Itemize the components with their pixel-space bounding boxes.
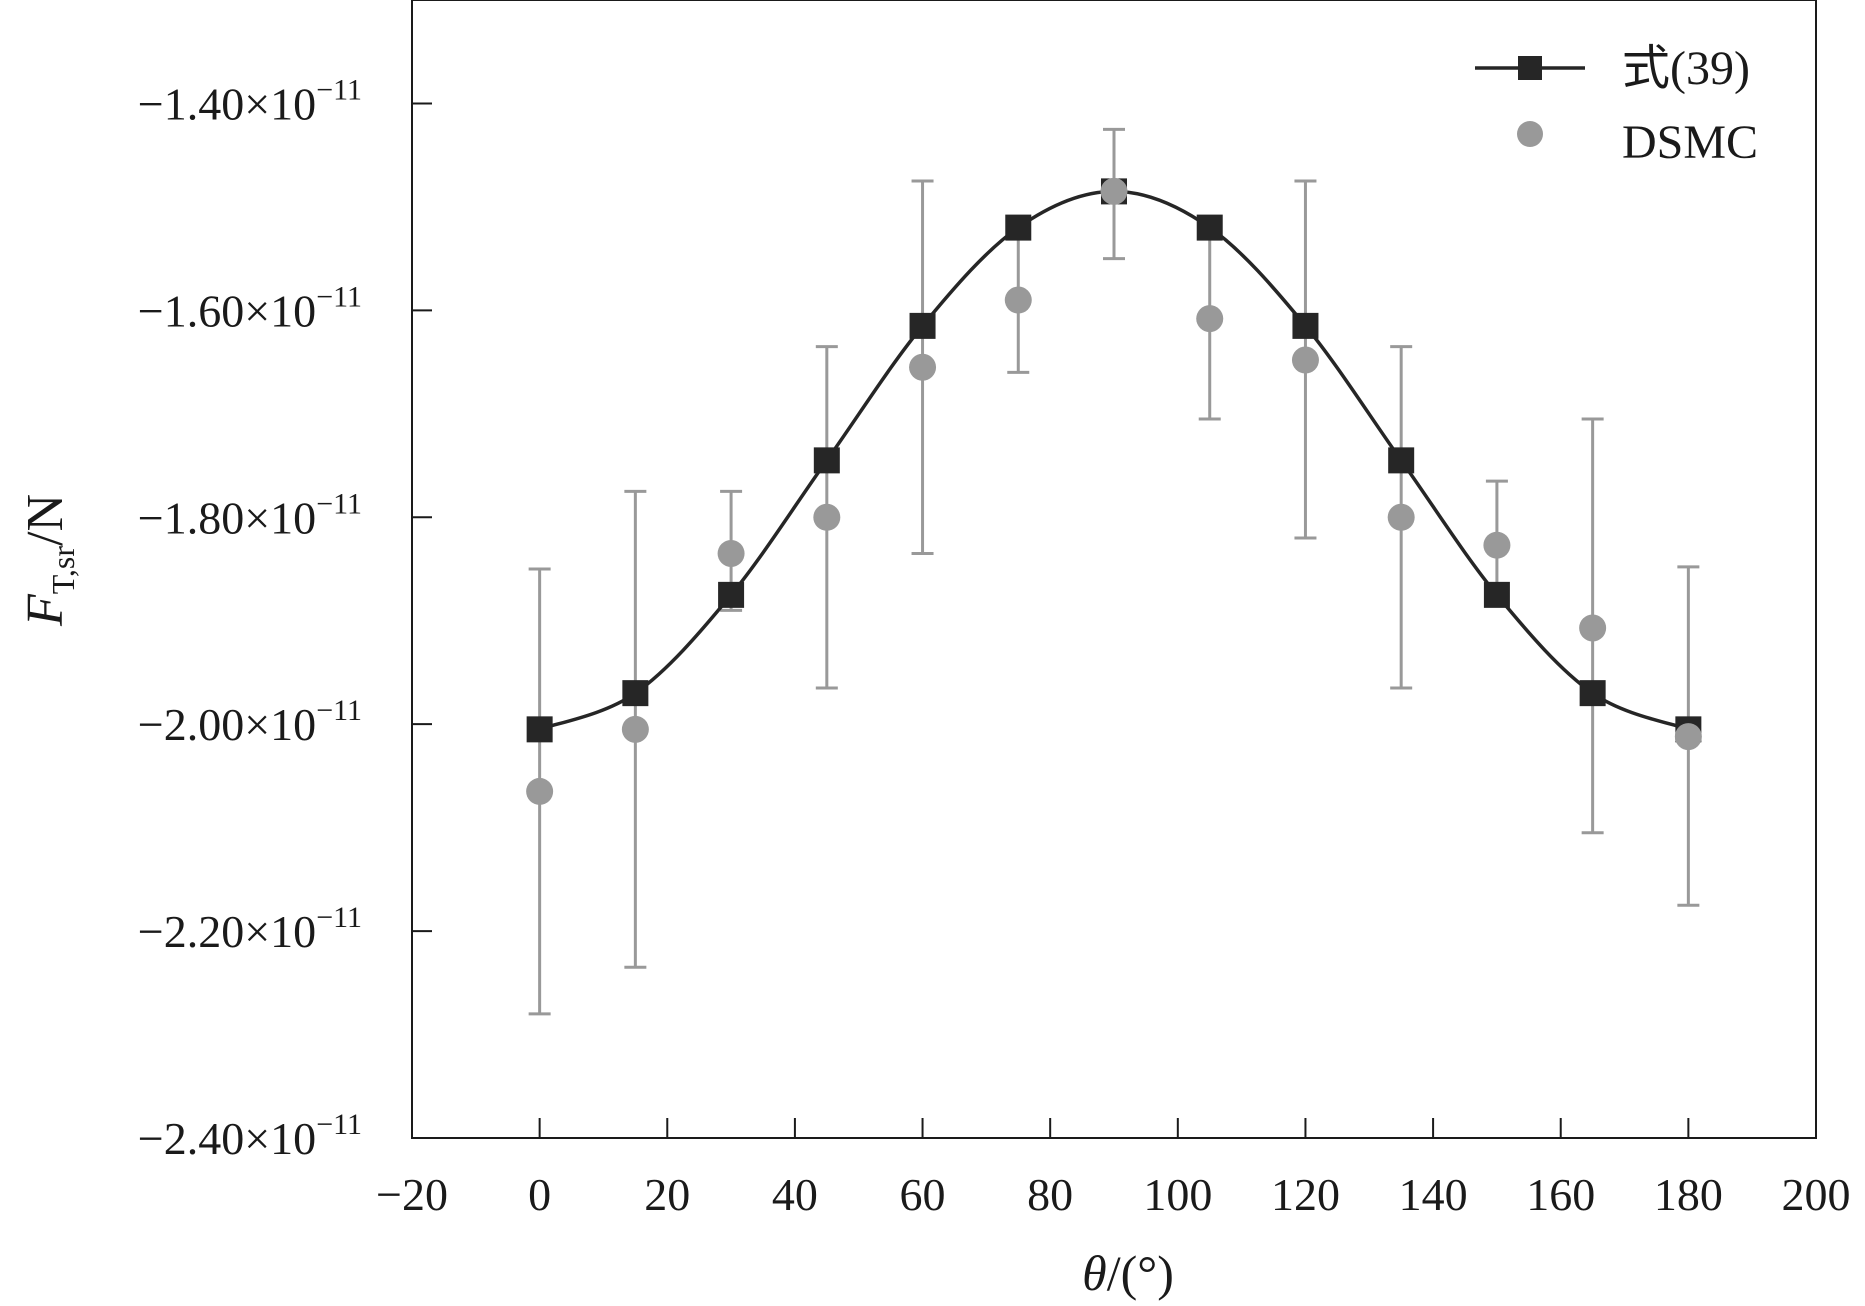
x-tick-label: 40: [772, 1169, 818, 1220]
legend-marker-dsmc: [1517, 121, 1543, 147]
x-tick-label: 120: [1271, 1169, 1340, 1220]
y-tick-label: −1.40×10−11: [138, 73, 362, 129]
y-axis-title: FT,sr/N: [17, 494, 81, 627]
y-tick-label: −2.40×10−11: [138, 1108, 362, 1164]
data-point-eq39: [1196, 214, 1223, 241]
legend: 式(39) DSMC: [1475, 42, 1758, 169]
data-point-eq39: [622, 680, 649, 707]
data-point-dsmc: [1004, 286, 1032, 314]
axis-ticks: −20 0 20 40 60 80 100 120 140 160 180 200 −1.40×10−1…: [138, 73, 1851, 1220]
legend-label-eq39: 式(39): [1622, 42, 1750, 95]
x-tick-label: 100: [1143, 1169, 1212, 1220]
y-tick-label: −2.20×10−11: [138, 901, 362, 957]
x-tick-label: 60: [900, 1169, 946, 1220]
data-point-eq39: [1483, 581, 1510, 608]
legend-marker-eq39: [1518, 56, 1542, 80]
series-markers-eq39: [526, 178, 1702, 743]
x-tick-label: 80: [1027, 1169, 1073, 1220]
data-point-dsmc: [909, 353, 937, 381]
y-tick-label: −1.80×10−11: [138, 487, 362, 543]
data-point-eq39: [1005, 214, 1032, 241]
x-tick-label: 0: [528, 1169, 551, 1220]
dsmc-error-bars: [528, 127, 1700, 1016]
x-tick-label: −20: [376, 1169, 448, 1220]
data-point-eq39: [1292, 312, 1319, 339]
data-point-eq39: [1579, 680, 1606, 707]
data-point-dsmc: [1579, 614, 1607, 642]
data-point-dsmc: [1196, 305, 1224, 333]
data-point-dsmc: [621, 715, 649, 743]
data-point-eq39: [526, 716, 553, 743]
data-point-eq39: [909, 312, 936, 339]
x-axis-title: θ/(°): [1082, 1245, 1174, 1301]
y-tick-label: −1.60×10−11: [138, 280, 362, 336]
y-tick-label: −2.00×10−11: [138, 694, 362, 750]
svg-text:FT,sr/N: FT,sr/N: [17, 494, 81, 627]
data-point-dsmc: [1674, 723, 1702, 751]
data-point-dsmc: [1387, 503, 1415, 531]
legend-label-dsmc: DSMC: [1622, 116, 1758, 169]
data-point-dsmc: [526, 777, 554, 805]
data-point-dsmc: [1291, 346, 1319, 374]
x-tick-label: 200: [1782, 1169, 1851, 1220]
data-point-eq39: [813, 447, 840, 474]
series-markers-dsmc: [526, 177, 1702, 805]
data-point-dsmc: [813, 503, 841, 531]
x-tick-label: 180: [1654, 1169, 1723, 1220]
plot-area: [411, 0, 1817, 1139]
x-tick-label: 160: [1526, 1169, 1595, 1220]
data-point-dsmc: [1483, 531, 1511, 559]
series-line-eq39: [539, 189, 1689, 731]
x-tick-label: 20: [644, 1169, 690, 1220]
data-point-dsmc: [717, 539, 745, 567]
data-point-eq39: [718, 581, 745, 608]
data-point-eq39: [1388, 447, 1415, 474]
data-point-dsmc: [1100, 177, 1128, 205]
x-tick-label: 140: [1399, 1169, 1468, 1220]
